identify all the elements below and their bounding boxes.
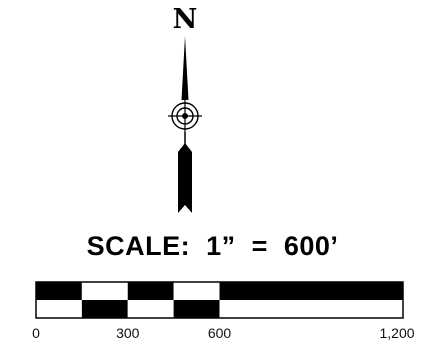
scale-tick-label: 300 <box>116 325 140 341</box>
scale-segment-top-major <box>219 282 403 300</box>
compass-rose-icon <box>168 100 202 132</box>
scale-segment-top-3 <box>173 282 220 300</box>
scale-segment-bottom-3 <box>173 300 220 318</box>
scale-bar-outline <box>35 281 404 319</box>
arrow-spike-upper <box>181 36 189 100</box>
scale-tick-label: 600 <box>207 325 232 341</box>
scale-segment-top-0 <box>36 282 82 300</box>
scale-segment-bottom-2 <box>127 300 174 318</box>
scale-title: SCALE: 1” = 600’ <box>86 231 339 261</box>
north-letter: N <box>172 4 198 35</box>
scale-segment-top-1 <box>81 282 128 300</box>
scale-segment-bottom-major <box>219 300 403 318</box>
scale-segment-top-2 <box>127 282 174 300</box>
scale-tick-label: 0 <box>32 325 40 341</box>
scale-segment-bottom-0 <box>36 300 82 318</box>
scale-tick-label: 1,200 <box>379 325 415 341</box>
arrow-tail-lower <box>178 143 192 213</box>
scale-segment-bottom-1 <box>81 300 128 318</box>
